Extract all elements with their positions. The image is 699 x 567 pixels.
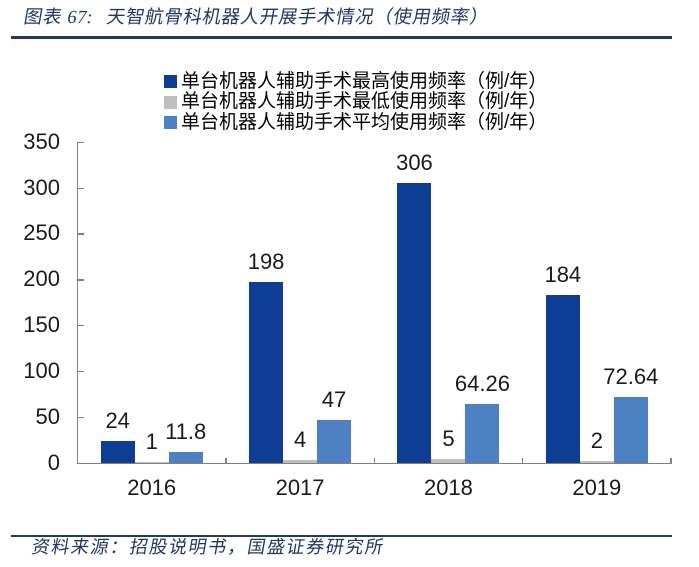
bar-2019-s0 (545, 294, 580, 464)
bar-value-label: 4 (293, 426, 307, 452)
legend-label-avg: 单台机器人辅助手术平均使用频率（例/年） (181, 111, 548, 133)
bar-value-label: 306 (396, 149, 433, 175)
legend-item-max: 单台机器人辅助手术最高使用频率（例/年） (164, 70, 548, 93)
bar-2018-s2 (465, 404, 500, 464)
bottom-rule (11, 534, 672, 537)
y-axis-tick-label: 250 (23, 220, 60, 246)
y-axis-tick-label: 200 (23, 266, 60, 292)
y-tick-mark (77, 279, 84, 281)
y-axis-tick-label: 350 (23, 128, 60, 154)
y-tick-mark (77, 462, 84, 464)
bar-2016-s1 (134, 462, 169, 464)
y-axis-tick-label: 150 (23, 312, 60, 338)
x-tick-mark (521, 458, 524, 464)
legend-swatch-avg (164, 116, 177, 130)
bar-2019-s2 (613, 396, 648, 464)
legend-label-min: 单台机器人辅助手术最低使用频率（例/年） (181, 91, 548, 113)
bar-value-label: 2 (590, 428, 603, 454)
y-tick-mark (77, 416, 84, 419)
x-tick-mark (225, 458, 227, 464)
y-tick-mark (77, 187, 84, 189)
bar-2016-s0 (100, 441, 135, 464)
legend-swatch-min (164, 95, 177, 109)
bar-value-label: 64.26 (454, 371, 510, 397)
legend-item-avg: 单台机器人辅助手术平均使用频率（例/年） (164, 111, 548, 134)
legend-swatch-max (164, 75, 177, 89)
bar-value-label: 184 (544, 261, 582, 287)
legend-label-max: 单台机器人辅助手术最高使用频率（例/年） (181, 70, 548, 92)
x-axis-category-label: 2017 (275, 474, 325, 500)
y-axis-tick-label: 300 (23, 174, 60, 200)
x-axis-category-label: 2019 (572, 474, 622, 500)
x-tick-mark (373, 458, 375, 464)
bar-value-label: 11.8 (165, 419, 207, 445)
bar-2017-s1 (283, 459, 318, 464)
legend-item-min: 单台机器人辅助手术最低使用频率（例/年） (164, 92, 547, 113)
bar-2018-s0 (397, 182, 432, 464)
x-axis-category-label: 2016 (127, 474, 177, 500)
y-axis-tick-label: 0 (47, 449, 60, 475)
bar-2017-s2 (317, 420, 352, 464)
y-tick-mark (77, 370, 84, 373)
y-axis-tick-label: 50 (35, 403, 60, 429)
bar-2017-s0 (249, 281, 284, 464)
bar-value-label: 5 (442, 425, 455, 451)
bar-2016-s2 (168, 452, 203, 464)
top-rule (11, 36, 672, 39)
chart-legend: 单台机器人辅助手术最高使用频率（例/年） 单台机器人辅助手术最低使用频率（例/年… (164, 70, 548, 134)
y-axis-tick-label: 100 (23, 357, 60, 383)
bar-value-label: 24 (105, 408, 130, 434)
y-tick-mark (77, 325, 84, 327)
bar-value-label: 1 (145, 429, 158, 455)
x-tick-mark (670, 458, 672, 464)
source-note: 资料来源：招股说明书，国盛证券研究所 (30, 537, 387, 557)
bar-2019-s1 (579, 461, 614, 464)
bar-value-label: 72.64 (603, 363, 659, 389)
y-tick-mark (77, 141, 84, 143)
y-tick-mark (77, 233, 84, 235)
x-axis-category-label: 2018 (423, 474, 473, 500)
y-axis-line (76, 142, 79, 464)
bar-2018-s1 (431, 458, 466, 464)
bar-value-label: 47 (321, 387, 347, 413)
bar-value-label: 198 (247, 248, 285, 274)
